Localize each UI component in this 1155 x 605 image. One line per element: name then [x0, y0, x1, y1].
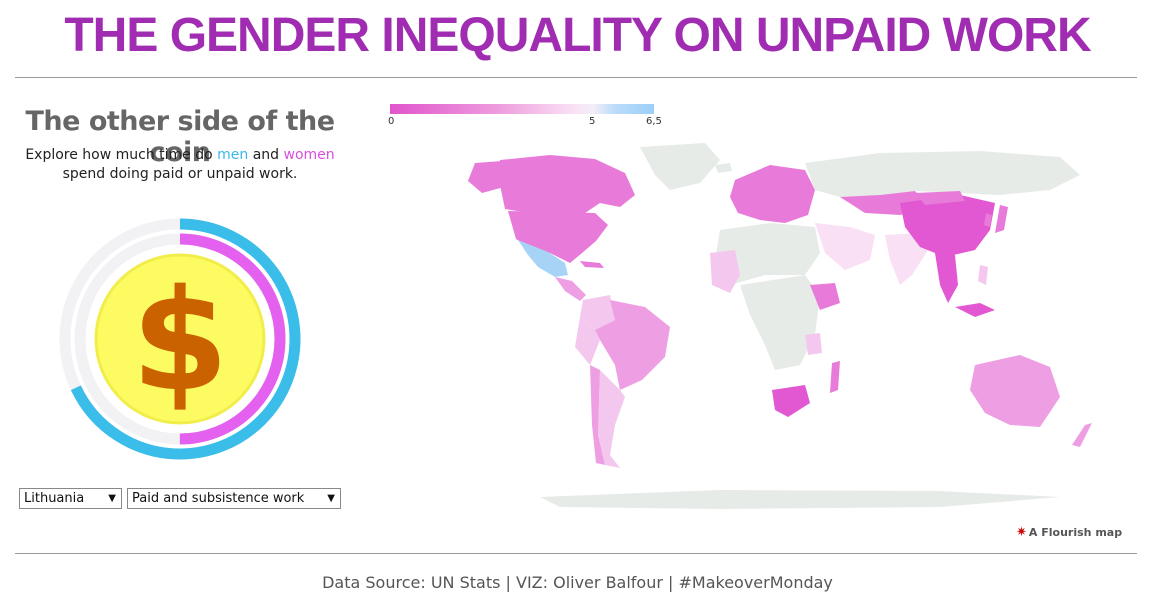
women-label: women [283, 147, 335, 163]
coin-donut-chart: $ [59, 218, 301, 460]
map-argentina[interactable] [598, 370, 625, 468]
main-title: THE GENDER INEQUALITY ON UNPAID WORK [64, 9, 1091, 62]
map-tanzania[interactable] [805, 333, 822, 355]
map-canada[interactable] [500, 155, 635, 213]
legend-mid-label: 5 [589, 116, 596, 127]
map-central-america[interactable] [555, 277, 586, 301]
map-russia[interactable] [805, 151, 1080, 197]
map-alaska[interactable] [468, 161, 504, 193]
coin-icon [94, 253, 266, 425]
description-and: and [248, 147, 284, 163]
top-divider [15, 77, 1137, 78]
map-peru[interactable] [575, 317, 600, 365]
flourish-attribution[interactable]: ✷ A Flourish map [1016, 525, 1122, 540]
map-ethiopia[interactable] [810, 283, 840, 310]
country-select-value: Lithuania [24, 491, 85, 506]
map-usa[interactable] [508, 211, 608, 263]
description-text: Explore how much time do [25, 147, 218, 163]
map-caribbean[interactable] [580, 261, 604, 268]
map-southeast-asia[interactable] [935, 253, 958, 303]
map-korea[interactable] [984, 213, 992, 227]
work-type-select[interactable]: Paid and subsistence work ▼ [127, 488, 341, 509]
country-select[interactable]: Lithuania ▼ [19, 488, 122, 509]
map-japan[interactable] [995, 205, 1008, 233]
map-australia[interactable] [970, 355, 1060, 427]
map-madagascar[interactable] [830, 361, 840, 393]
women-arc[interactable] [74, 233, 286, 445]
map-chile[interactable] [590, 365, 605, 465]
map-china[interactable] [900, 195, 995, 257]
map-west-africa[interactable] [710, 250, 740, 293]
map-europe[interactable] [730, 165, 815, 223]
flourish-label: A Flourish map [1028, 526, 1123, 539]
map-iceland[interactable] [715, 163, 732, 173]
map-new-zealand[interactable] [1072, 423, 1092, 447]
map-antarctica[interactable] [540, 490, 1060, 509]
map-south-africa[interactable] [772, 385, 810, 417]
men-arc[interactable] [59, 218, 301, 460]
map-colombia[interactable] [580, 295, 615, 330]
footer-credits: Data Source: UN Stats | VIZ: Oliver Balf… [322, 573, 833, 592]
bottom-divider [15, 553, 1137, 554]
legend-gradient-bar [390, 104, 654, 114]
left-panel: The other side of the coin Explore how m… [0, 90, 360, 530]
map-mongolia[interactable] [915, 191, 965, 205]
description-line-2: spend doing paid or unpaid work. [62, 166, 298, 182]
work-type-select-value: Paid and subsistence work [132, 491, 305, 506]
dollar-sign-icon: $ [131, 260, 228, 423]
color-legend: 0 5 6,5 [388, 104, 668, 134]
chevron-down-icon: ▼ [327, 493, 335, 504]
flourish-star-icon: ✷ [1016, 525, 1027, 540]
chevron-down-icon: ▼ [108, 493, 116, 504]
map-middle-east[interactable] [815, 223, 875, 270]
panel-subtitle: The other side of the coin [25, 106, 335, 168]
map-greenland[interactable] [640, 143, 720, 190]
legend-max-label: 6,5 [646, 116, 662, 127]
men-label: men [217, 147, 249, 163]
map-north-africa[interactable] [715, 223, 820, 285]
map-indonesia[interactable] [955, 303, 995, 317]
map-central-africa[interactable] [740, 275, 820, 370]
map-india[interactable] [885, 233, 930, 285]
panel-description: Explore how much time do men and women s… [0, 146, 360, 184]
map-brazil[interactable] [595, 300, 670, 390]
map-philippines[interactable] [978, 265, 988, 285]
map-mexico[interactable] [518, 240, 568, 277]
legend-min-label: 0 [388, 116, 395, 127]
world-map[interactable] [420, 135, 1140, 515]
